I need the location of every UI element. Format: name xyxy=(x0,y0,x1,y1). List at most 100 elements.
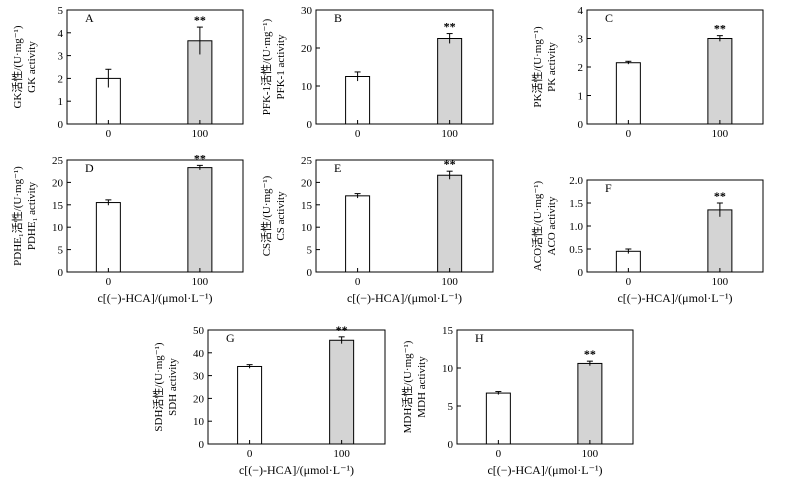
y-tick-label: 25 xyxy=(301,155,313,167)
bar-0 xyxy=(345,195,371,273)
y-tick-label: 3 xyxy=(58,51,64,63)
x-tick-label: 100 xyxy=(712,276,729,288)
y-tick-label: 0 xyxy=(578,267,584,279)
y-axis-label-cn: GK活性/(U·mg⁻¹) xyxy=(10,25,24,108)
plot-frame xyxy=(315,159,494,273)
x-tick-label: 0 xyxy=(247,448,253,460)
y-tick-label: 2.0 xyxy=(569,175,583,187)
x-tick-label: 100 xyxy=(441,276,458,288)
y-tick-label: 30 xyxy=(193,371,205,383)
significance-mark: ** xyxy=(194,151,206,165)
bar-100 xyxy=(707,209,733,273)
plot-frame xyxy=(66,9,244,125)
y-axis-label-cn: MDH活性/(U·mg⁻¹) xyxy=(400,340,414,433)
significance-mark: ** xyxy=(194,13,206,27)
panel-letter: F xyxy=(605,181,612,195)
y-tick-label: 15 xyxy=(52,200,64,212)
x-tick-label: 0 xyxy=(626,276,632,288)
plot-frame xyxy=(586,179,764,273)
y-tick-label: 1 xyxy=(578,91,584,103)
y-tick-label: 0 xyxy=(307,267,313,279)
panel-letter: E xyxy=(334,161,341,175)
y-tick-label: 15 xyxy=(442,325,454,337)
panel-F: 0 0.5 1.0 1.5 2.0 ACO活性/(U·mg⁻¹) ACO activity F… xyxy=(530,175,764,305)
y-tick-label: 5 xyxy=(58,5,64,17)
x-tick-label: 0 xyxy=(106,276,112,288)
bar-100 xyxy=(329,339,355,445)
y-tick-label: 0 xyxy=(58,119,64,131)
x-tick-label: 100 xyxy=(712,128,729,140)
bar-0 xyxy=(237,365,263,445)
x-axis-label: c[(−)-HCA]/(μmol·L⁻¹) xyxy=(239,463,354,477)
panel-G: 0 10 20 30 40 50 SDH活性/(U·mg⁻¹) SDH activity G 0 *… xyxy=(151,323,386,477)
x-axis-label: c[(−)-HCA]/(μmol·L⁻¹) xyxy=(347,291,462,305)
bar-0 xyxy=(485,392,511,445)
x-tick-label: 0 xyxy=(355,276,361,288)
panel-letter: H xyxy=(475,331,484,345)
y-axis-label-cn: CS活性/(U·mg⁻¹) xyxy=(259,175,273,256)
y-tick-label: 0 xyxy=(578,119,584,131)
y-axis-label-cn: ACO活性/(U·mg⁻¹) xyxy=(530,180,544,271)
x-axis-label: c[(−)-HCA]/(μmol·L⁻¹) xyxy=(617,291,732,305)
x-tick-label: 100 xyxy=(441,128,458,140)
plot-frame xyxy=(66,159,244,273)
y-tick-label: 0 xyxy=(199,439,205,451)
x-tick-label: 0 xyxy=(355,128,361,140)
bar-100 xyxy=(187,167,213,273)
bar-100 xyxy=(707,38,733,125)
y-axis-label-en: PFK-1 activity xyxy=(275,34,287,100)
y-tick-label: 10 xyxy=(193,416,205,428)
panel-letter: G xyxy=(226,331,235,345)
x-tick-label: 100 xyxy=(192,276,209,288)
y-tick-label: 5 xyxy=(307,245,313,257)
significance-mark: ** xyxy=(714,22,726,36)
y-tick-label: 4 xyxy=(58,28,64,40)
y-axis-label-cn: PK活性/(U·mg⁻¹) xyxy=(530,26,544,108)
y-tick-label: 0 xyxy=(58,267,64,279)
x-tick-label: 100 xyxy=(333,448,350,460)
bar-0 xyxy=(615,62,641,125)
y-tick-label: 10 xyxy=(442,363,454,375)
y-tick-label: 1.0 xyxy=(569,221,583,233)
x-tick-label: 100 xyxy=(582,448,599,460)
significance-mark: ** xyxy=(336,323,348,337)
y-tick-label: 10 xyxy=(52,222,64,234)
y-axis-label-en: PDHE₁ activity xyxy=(26,181,38,250)
y-tick-label: 1.5 xyxy=(569,198,583,210)
bar-100 xyxy=(437,174,463,273)
y-tick-label: 0 xyxy=(307,119,313,131)
panel-letter: D xyxy=(85,161,94,175)
plot-frame xyxy=(456,329,634,445)
panel-H: 0 5 10 15 MDH活性/(U·mg⁻¹) MDH activity H 0 ** 100 c… xyxy=(400,325,634,477)
y-tick-label: 50 xyxy=(193,325,205,337)
y-axis-label-en: SDH activity xyxy=(167,358,179,416)
y-tick-label: 10 xyxy=(301,81,313,93)
y-tick-label: 30 xyxy=(301,5,313,17)
panel-C: 0 1 2 3 4 PK活性/(U·mg⁻¹) PK activity C 0 ** 100 xyxy=(530,5,764,140)
y-axis-label-en: MDH activity xyxy=(416,356,428,418)
plot-frame xyxy=(315,9,494,125)
y-tick-label: 4 xyxy=(578,5,584,17)
y-tick-label: 20 xyxy=(52,177,64,189)
panel-B: 0 10 20 30 PFK-1活性/(U·mg⁻¹) PFK-1 activity B 0 *… xyxy=(259,5,494,140)
y-axis-label-cn: PDHE₁活性/(U·mg⁻¹) xyxy=(10,166,24,266)
y-tick-label: 20 xyxy=(301,177,313,189)
x-axis-label: c[(−)-HCA]/(μmol·L⁻¹) xyxy=(97,291,212,305)
y-tick-label: 2 xyxy=(578,62,584,74)
bar-0 xyxy=(345,76,371,125)
y-axis-label-en: ACO activity xyxy=(546,196,558,255)
x-axis-label: c[(−)-HCA]/(μmol·L⁻¹) xyxy=(487,463,602,477)
y-tick-label: 3 xyxy=(578,34,584,46)
y-axis-label-en: CS activity xyxy=(275,191,287,241)
panel-letter: A xyxy=(85,11,94,25)
plot-frame xyxy=(207,329,386,445)
y-axis-label-cn: PFK-1活性/(U·mg⁻¹) xyxy=(259,18,273,115)
y-tick-label: 1 xyxy=(58,96,64,108)
y-axis-label-en: PK activity xyxy=(546,42,558,92)
bar-100 xyxy=(437,38,463,125)
x-tick-label: 0 xyxy=(106,128,112,140)
panel-D: 0 5 10 15 20 25 PDHE₁活性/(U·mg⁻¹) PDHE₁ activity… xyxy=(10,151,244,305)
significance-mark: ** xyxy=(444,157,456,171)
significance-mark: ** xyxy=(584,347,596,361)
